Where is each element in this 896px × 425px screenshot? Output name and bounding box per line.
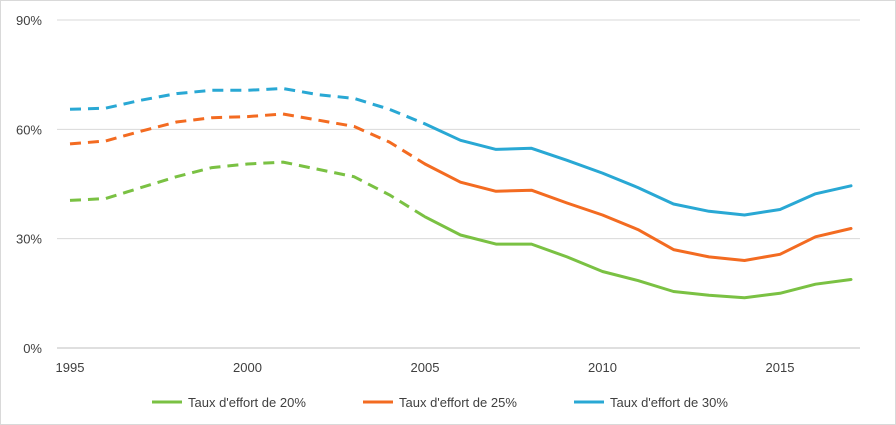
- x-tick-label: 2010: [588, 360, 617, 375]
- legend: Taux d'effort de 20% Taux d'effort de 25%…: [152, 395, 728, 410]
- x-tick-label: 2005: [411, 360, 440, 375]
- series-lines: [69, 87, 853, 300]
- x-tick-label: 2015: [766, 360, 795, 375]
- y-tick-label: 90%: [16, 13, 42, 28]
- series-line-dashed-2: [69, 112, 426, 166]
- series-line-solid-2: [423, 162, 853, 262]
- legend-label-2: Taux d'effort de 25%: [399, 395, 517, 410]
- y-tick-label: 60%: [16, 122, 42, 137]
- series-line-dashed-3: [69, 87, 426, 126]
- y-axis-ticks: 0% 30% 60% 90%: [16, 13, 42, 356]
- series-line-dashed-1: [69, 160, 426, 219]
- x-tick-label: 2000: [233, 360, 262, 375]
- legend-label-1: Taux d'effort de 20%: [188, 395, 306, 410]
- x-axis-ticks: 1995 2000 2005 2010 2015: [56, 360, 795, 375]
- y-tick-label: 0%: [23, 341, 42, 356]
- y-tick-label: 30%: [16, 232, 42, 247]
- series-line-solid-1: [423, 215, 853, 300]
- series-line-solid-3: [423, 122, 853, 217]
- gridlines: [57, 19, 860, 349]
- legend-label-3: Taux d'effort de 30%: [610, 395, 728, 410]
- x-tick-label: 1995: [56, 360, 85, 375]
